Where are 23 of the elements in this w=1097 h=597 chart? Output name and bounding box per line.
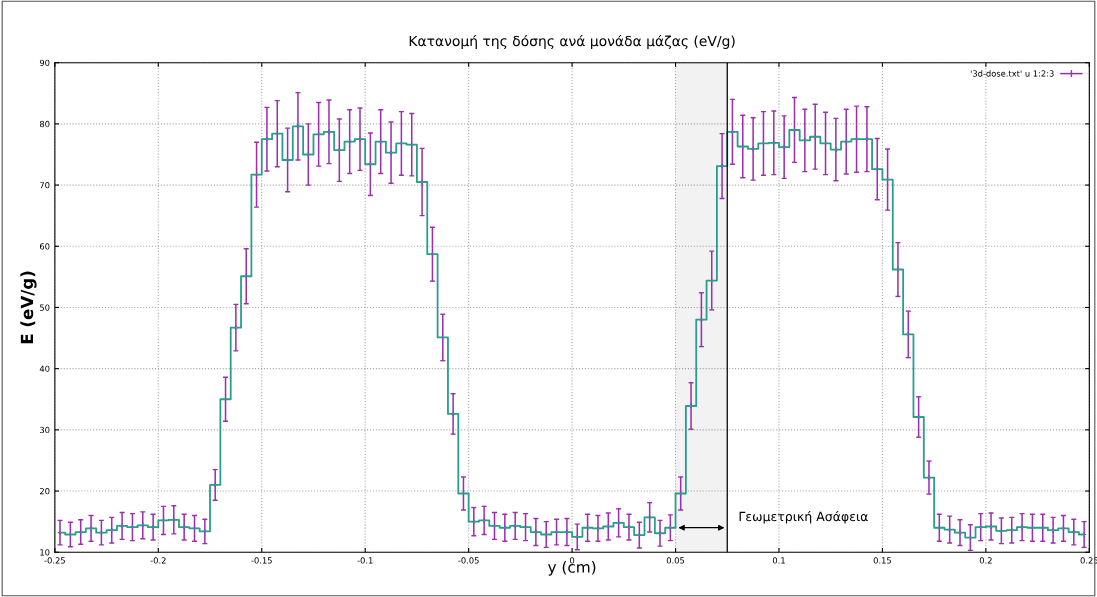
x-tick-label: -0.1 <box>357 557 373 564</box>
x-tick-label: 0.2 <box>979 557 992 564</box>
y-tick-label: 80 <box>39 120 50 128</box>
x-tick-label: 0.15 <box>873 557 891 564</box>
x-tick-label: -0.05 <box>458 557 479 564</box>
x-tick-label: -0.15 <box>251 557 272 564</box>
y-tick-label: 40 <box>39 365 50 372</box>
y-tick-label: 20 <box>40 488 50 495</box>
y-axis-title: E (eV/g) <box>20 271 37 344</box>
y-tick-label: 10 <box>40 549 50 556</box>
x-tick-label: -0.25 <box>44 557 65 564</box>
band-label: Γεωμετρική Ασάφεια <box>739 510 868 524</box>
legend-label: '3d-dose.txt' u 1:2:3 <box>970 70 1054 77</box>
x-tick-label: 0.25 <box>1080 557 1097 564</box>
y-tick-label: 90 <box>39 59 50 66</box>
y-tick-label: 70 <box>40 182 50 189</box>
x-tick-label: 0.1 <box>772 557 785 564</box>
y-tick-label: 60 <box>39 243 50 250</box>
y-tick-label: 30 <box>40 426 50 434</box>
y-tick-label: 50 <box>40 304 50 311</box>
chart-title: Κατανομή της δόσης ανά μονάδα μάζας (eV/g) <box>409 34 735 49</box>
x-tick-label: -0.2 <box>150 557 166 564</box>
x-tick-label: 0.05 <box>666 557 685 564</box>
